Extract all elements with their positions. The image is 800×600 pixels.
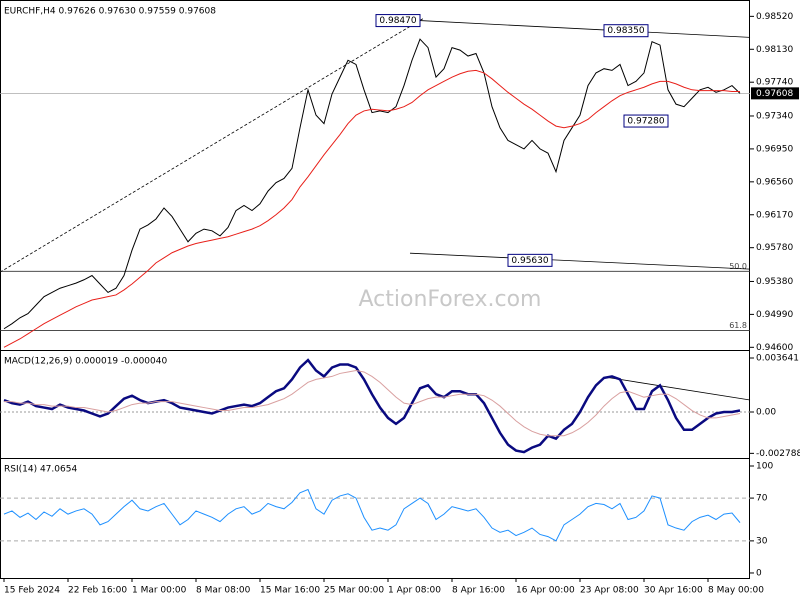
series-line — [3, 358, 741, 454]
y-tick-label: 0.96950 — [756, 144, 793, 154]
y-tick-label: 70 — [756, 494, 768, 504]
x-tick-label: 8 May 00:00 — [708, 586, 764, 596]
y-tick-label: 100 — [756, 461, 773, 471]
y-tick-label: 0.97340 — [756, 111, 793, 121]
annotation-label: 0.95630 — [511, 256, 548, 266]
x-tick-label: 25 Mar 00:00 — [324, 586, 384, 596]
panel-title: RSI(14) 47.0654 — [4, 465, 77, 475]
y-tick-label: 0.95780 — [756, 243, 793, 253]
x-tick-label: 8 Apr 16:00 — [452, 586, 505, 596]
frame — [0, 0, 750, 579]
series-line — [3, 38, 741, 330]
x-tick-label: 22 Feb 16:00 — [68, 586, 127, 596]
y-tick-label: 0.96560 — [756, 177, 793, 187]
annotation-box — [375, 14, 421, 28]
x-tick-label: 15 Feb 2024 — [4, 586, 60, 596]
x-tick-label: 30 Apr 16:00 — [644, 586, 703, 596]
trendline — [409, 252, 751, 270]
watermark: ActionForex.com — [359, 287, 542, 312]
series-line — [4, 369, 741, 437]
y-tick-label: -0.002788 — [756, 449, 800, 459]
annotation-box — [623, 114, 669, 128]
x-tick-label: 15 Mar 16:00 — [260, 586, 320, 596]
y-tick-label: 0.00 — [756, 408, 776, 418]
y-tick-label: 0.95380 — [756, 277, 793, 287]
x-tick-label: 16 Apr 00:00 — [516, 586, 575, 596]
y-tick-label: 0.97740 — [756, 78, 793, 88]
y-tick-label: 30 — [756, 536, 768, 546]
annotation-label: 0.98470 — [379, 16, 416, 26]
trendline — [604, 376, 751, 401]
x-tick-label: 1 Mar 00:00 — [132, 586, 187, 596]
x-tick-label: 23 Apr 08:00 — [580, 586, 639, 596]
annotation-box — [603, 24, 649, 38]
y-tick-label: 0.96170 — [756, 210, 793, 220]
level-label: 61.8 — [729, 321, 747, 330]
annotation-label: 0.98350 — [607, 26, 644, 36]
y-tick-label: 0.94600 — [756, 343, 793, 353]
y-tick-label: 0.98520 — [756, 12, 793, 22]
series-line — [3, 488, 741, 542]
y-tick-label: 0.98130 — [756, 45, 793, 55]
y-tick-label: 0.94990 — [756, 310, 793, 320]
series-line — [3, 69, 740, 348]
panel-title: EURCHF,H4 0.97626 0.97630 0.97559 0.9760… — [4, 7, 216, 17]
y-tick-label: 0 — [756, 568, 762, 578]
annotation-box — [507, 253, 553, 267]
panel-title: MACD(12,26,9) 0.000019 -0.000040 — [4, 357, 167, 367]
trendline — [419, 20, 751, 38]
last-price-label: 0.97608 — [756, 89, 793, 99]
trendline — [0, 17, 425, 273]
level-label: 50.0 — [729, 262, 747, 271]
last-price-box — [751, 87, 799, 100]
y-tick-label: 0.003641 — [756, 354, 799, 364]
x-tick-label: 8 Mar 08:00 — [196, 586, 251, 596]
annotation-label: 0.97280 — [627, 117, 664, 127]
x-tick-label: 1 Apr 08:00 — [388, 586, 441, 596]
